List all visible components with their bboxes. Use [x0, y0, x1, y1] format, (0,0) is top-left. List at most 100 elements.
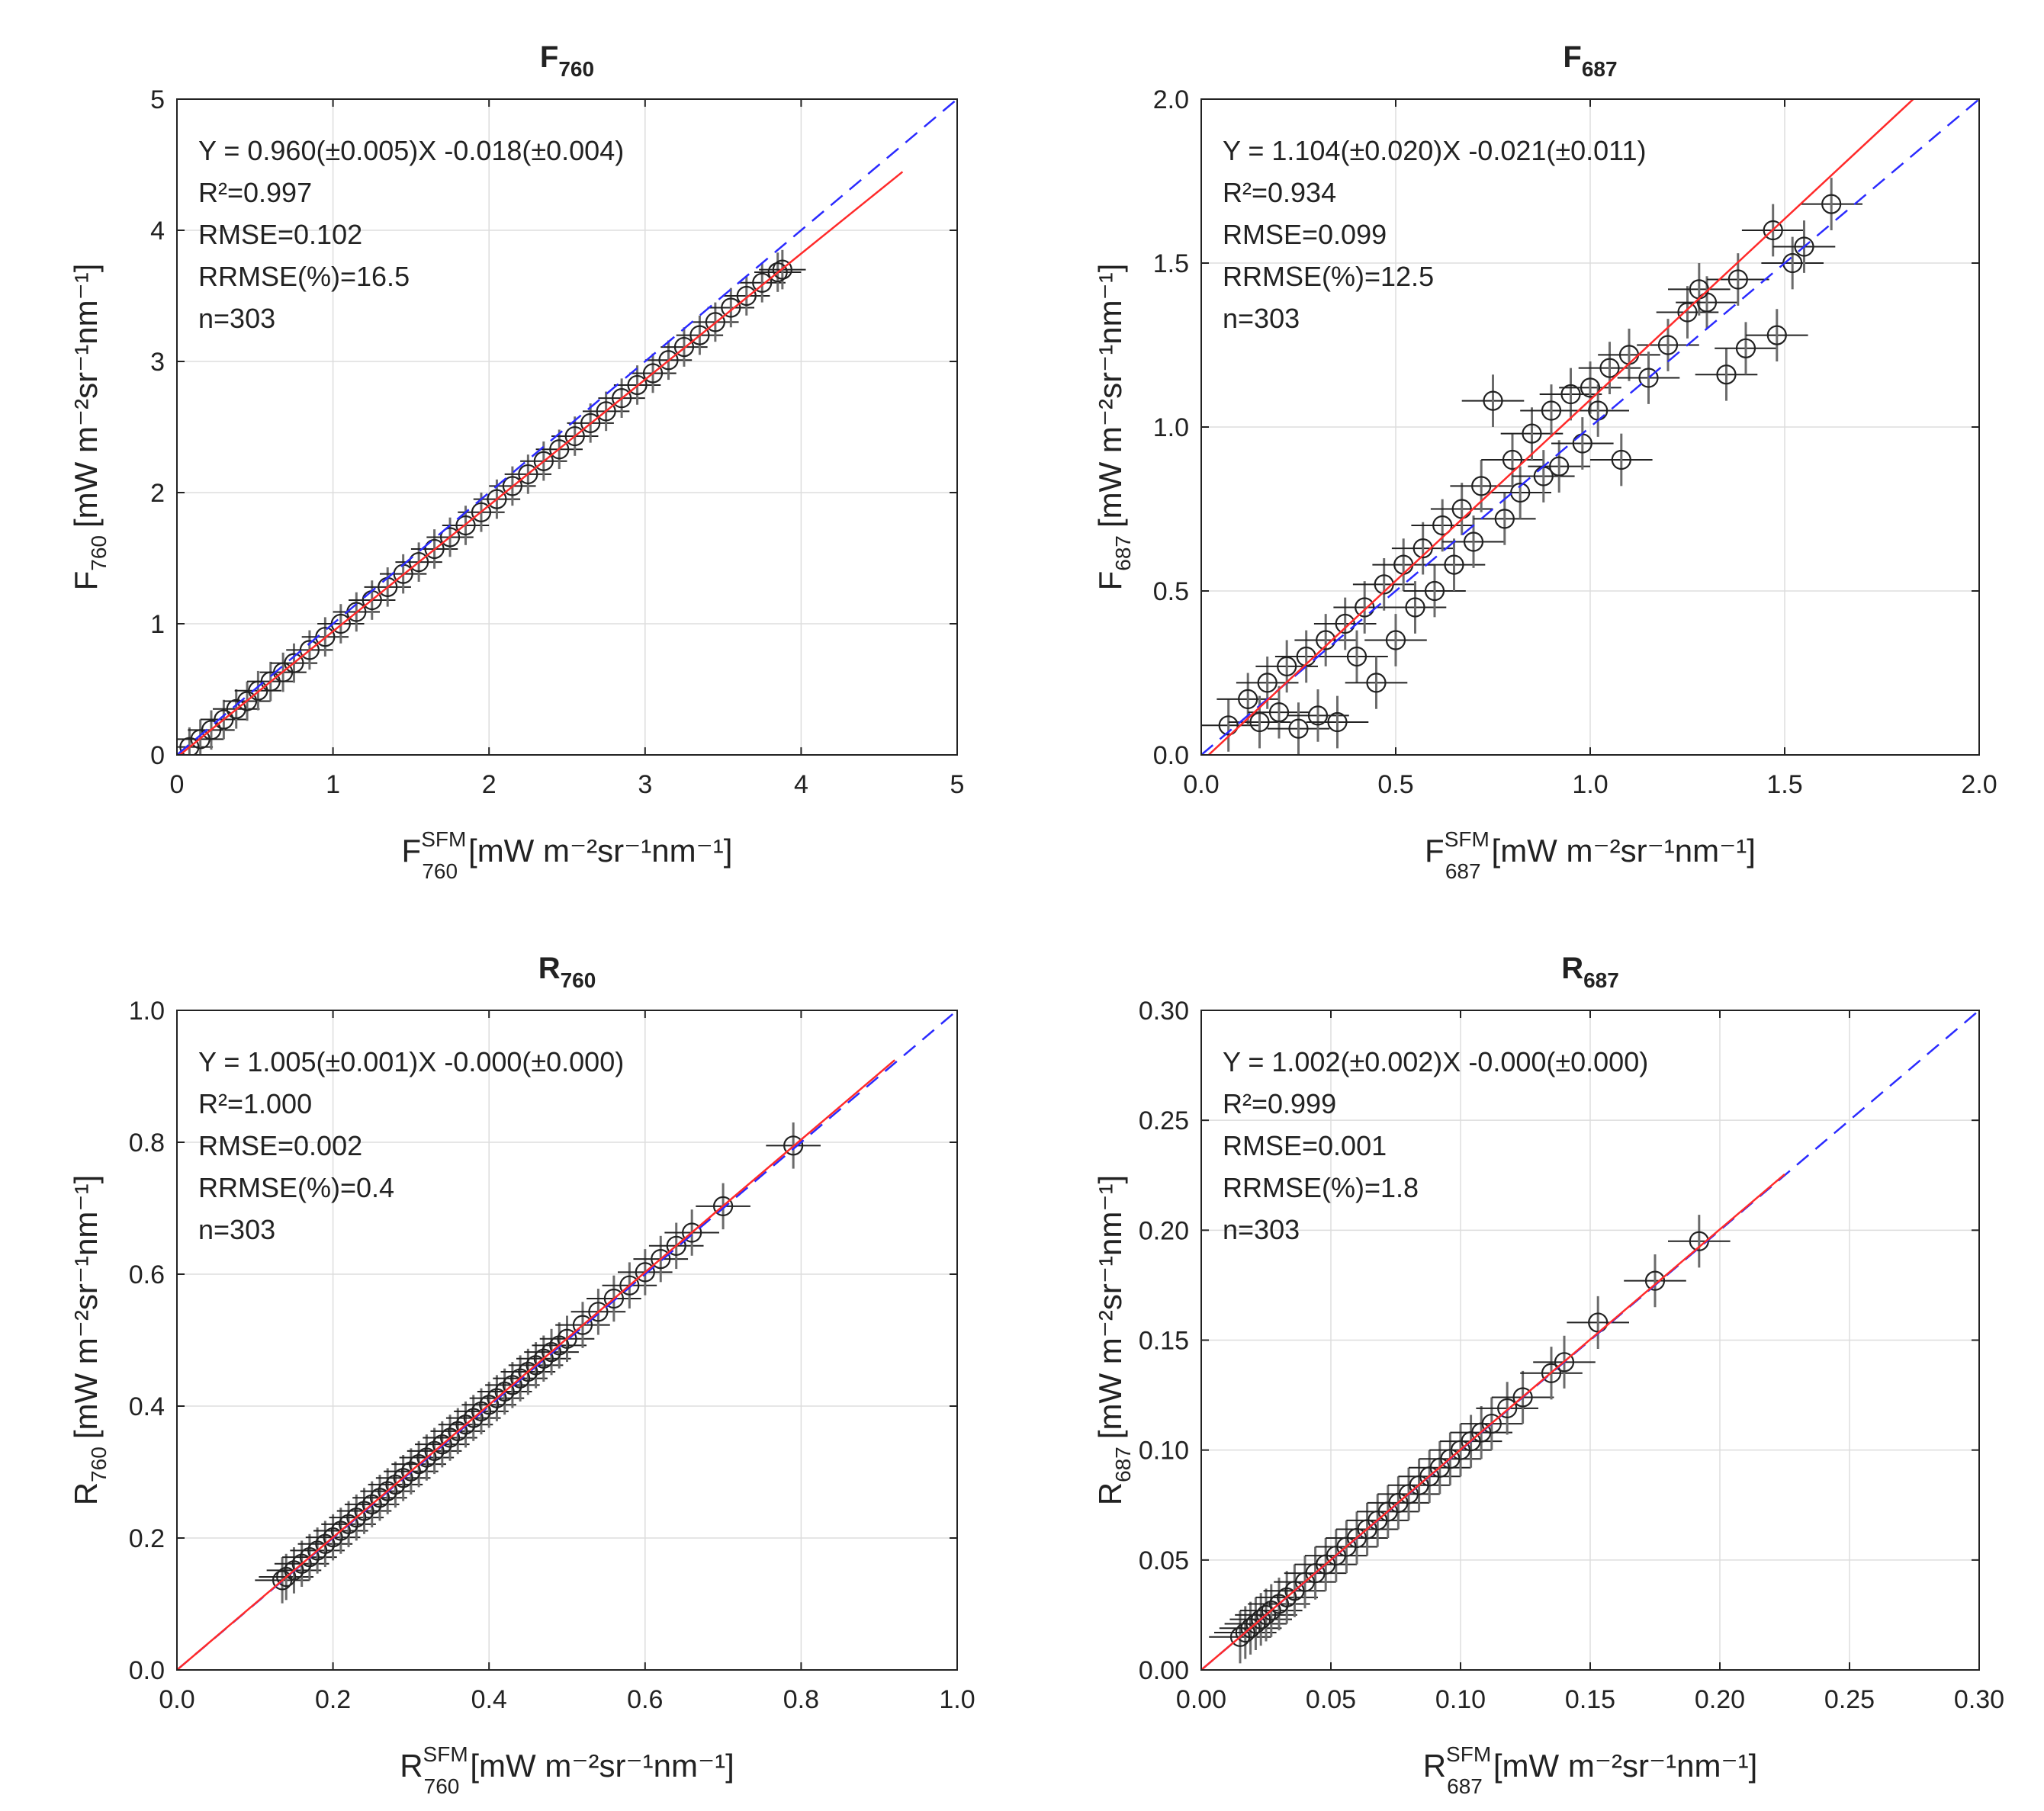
data-point	[533, 1348, 554, 1369]
x-tick-label: 2	[482, 770, 497, 799]
y-tick-label: 0.6	[129, 1260, 165, 1289]
data-point	[635, 1262, 655, 1283]
data-point	[455, 1414, 476, 1435]
data-point	[362, 1494, 382, 1514]
data-point	[424, 538, 445, 560]
fit-line	[1201, 1173, 1785, 1670]
x-tick-label: 0.25	[1824, 1685, 1875, 1714]
data-point	[1794, 236, 1814, 257]
fit-line	[1207, 99, 1914, 755]
data-point	[642, 363, 664, 384]
axes-box	[176, 1010, 958, 1671]
stats-n: n=303	[198, 1214, 275, 1245]
data-point	[1766, 325, 1787, 345]
data-point	[658, 350, 679, 371]
x-tick-label: 0.8	[783, 1685, 819, 1714]
data-point	[1327, 711, 1348, 733]
data-layer	[1201, 99, 1979, 755]
data-point	[471, 1401, 492, 1422]
y-tick-label: 5	[150, 85, 165, 114]
x-tick-label: 1	[326, 770, 340, 799]
x-tick-label: 0.2	[315, 1685, 351, 1714]
y-tick-label: 0.0	[129, 1656, 165, 1685]
data-point	[1716, 364, 1737, 385]
y-axis-label: F760[mW m⁻²sr⁻¹nm⁻¹]	[68, 264, 111, 591]
stats-rmse: RMSE=0.102	[198, 219, 362, 250]
x-tick-label: 0	[170, 770, 185, 799]
data-point	[502, 1375, 522, 1395]
panel-3: 0.0 0.2 0.4 0.6 0.8 1.0 0.0 0.2 0.4 0.6 0.8 1.0 R760…	[68, 952, 975, 1798]
data-point	[448, 1421, 468, 1441]
stats-r2: R²=0.934	[1223, 177, 1336, 208]
data-point	[330, 1520, 351, 1541]
data-point	[772, 259, 792, 280]
data-point	[1268, 1594, 1290, 1614]
chart-title: R687	[1561, 952, 1619, 992]
data-point	[284, 653, 304, 673]
data-point	[541, 1341, 562, 1363]
stats-equation: Y = 0.960(±0.005)X -0.018(±0.004)	[198, 135, 624, 166]
data-point	[673, 336, 695, 358]
data-point	[409, 1454, 429, 1475]
x-tick-label: 5	[950, 770, 965, 799]
data-layer	[1201, 1010, 1979, 1670]
data-point	[1821, 194, 1842, 214]
data-point	[1268, 702, 1290, 723]
data-point	[487, 1388, 507, 1408]
data-point	[323, 1527, 343, 1548]
plot-area	[177, 99, 957, 755]
axes-box	[176, 98, 958, 756]
data-point	[525, 1355, 546, 1376]
data-point	[564, 425, 585, 447]
data-point	[518, 1361, 538, 1382]
y-tick-label: 0.0	[1153, 741, 1189, 770]
data-point	[1677, 302, 1698, 323]
x-axis-label: FSFM 687[mW m⁻²sr⁻¹nm⁻¹]	[1425, 827, 1756, 883]
data-point	[299, 640, 320, 660]
data-point	[272, 1570, 293, 1591]
data-point	[752, 272, 773, 293]
y-tick-label: 3	[150, 348, 165, 377]
y-tick-label: 0.5	[1153, 577, 1189, 606]
y-tick-label: 0.30	[1139, 997, 1189, 1026]
data-point	[1444, 554, 1464, 575]
data-point	[276, 1566, 297, 1588]
data-point	[214, 709, 234, 730]
data-point	[1735, 338, 1756, 358]
data-point	[487, 489, 507, 509]
data-point	[1277, 656, 1297, 677]
data-point	[1355, 597, 1375, 618]
chart-title: F687	[1563, 40, 1617, 81]
panel-1: 0 1 2 3 4 5 0 1 2 3 4 5 F760 FSFM 760[mW m⁻²sr⁻¹nm⁻¹] F…	[68, 40, 964, 883]
data-point	[1483, 390, 1503, 411]
x-tick-label: 4	[794, 770, 808, 799]
data-point	[1255, 1604, 1277, 1626]
data-point	[1288, 718, 1309, 739]
data-point	[1541, 1363, 1562, 1383]
data-point	[369, 1488, 390, 1508]
data-point	[736, 285, 757, 307]
x-tick-label: 1.0	[939, 1685, 975, 1714]
data-point	[393, 1468, 413, 1488]
x-tick-label: 0.4	[471, 1685, 507, 1714]
data-point	[783, 1135, 804, 1156]
data-point	[549, 1335, 570, 1356]
data-point	[307, 1540, 328, 1561]
y-tick-label: 2	[150, 479, 165, 508]
data-point	[291, 1553, 312, 1574]
data-point	[1366, 673, 1387, 693]
y-tick-label: 0	[150, 741, 165, 770]
data-point	[1494, 509, 1515, 529]
data-point	[1432, 515, 1453, 536]
y-tick-label: 4	[150, 217, 165, 246]
y-tick-label: 0.15	[1139, 1327, 1189, 1356]
y-tick-label: 0.20	[1139, 1216, 1189, 1245]
data-point	[666, 1235, 686, 1256]
x-tick-label: 0.5	[1377, 770, 1413, 799]
y-axis-label: R760[mW m⁻²sr⁻¹nm⁻¹]	[68, 1175, 111, 1505]
x-tick-label: 0.0	[159, 1685, 194, 1714]
stats-rrmse: RRMSE(%)=16.5	[198, 261, 410, 292]
data-point	[385, 1474, 406, 1495]
data-point	[1727, 269, 1748, 290]
